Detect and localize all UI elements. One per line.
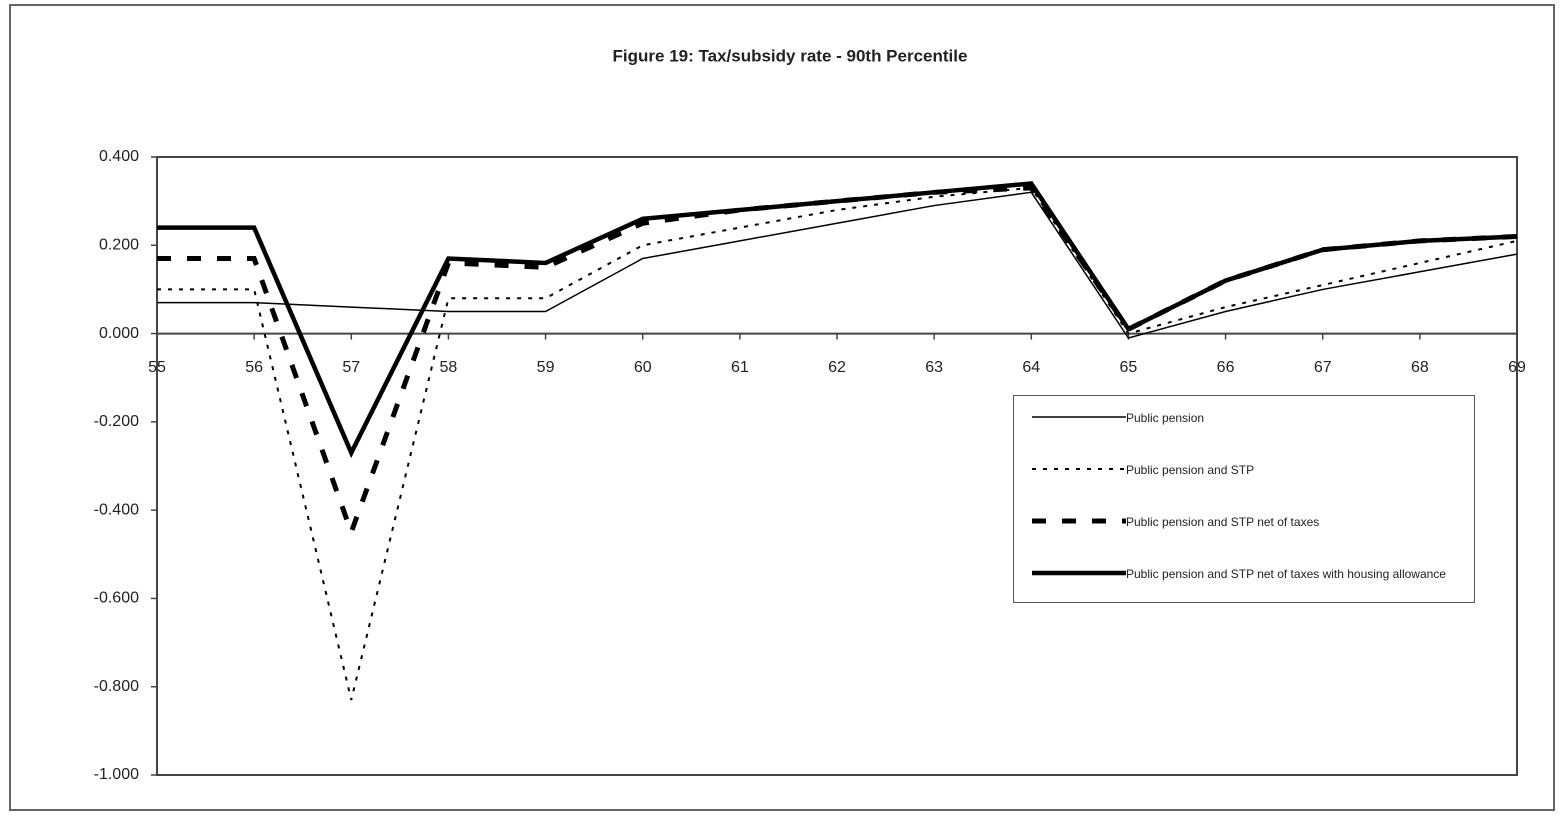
chart-title: Figure 19: Tax/subsidy rate - 90th Perce…	[613, 46, 968, 65]
legend-label: Public pension	[1126, 411, 1205, 425]
x-tick-label: 69	[1508, 359, 1526, 376]
x-tick-label: 56	[245, 359, 263, 376]
y-tick-label: 0.200	[99, 237, 139, 254]
x-tick-label: 58	[440, 359, 458, 376]
legend-swatch	[1032, 570, 1126, 576]
x-tick-label: 57	[342, 359, 360, 376]
x-tick-label: 66	[1217, 359, 1235, 376]
legend-item: Public pension and STP net of taxes	[1014, 500, 1474, 552]
legend-item: Public pension and STP	[1014, 448, 1474, 500]
chart-frame	[9, 4, 1555, 811]
y-tick-label: 0.400	[99, 148, 139, 165]
x-tick-label: 62	[828, 359, 846, 376]
series-line	[157, 181, 1518, 459]
x-tick-label: 63	[925, 359, 943, 376]
x-tick-label: 55	[148, 359, 166, 376]
y-tick-label: -0.800	[94, 678, 139, 695]
x-tick-label: 59	[537, 359, 555, 376]
x-tick-label: 60	[634, 359, 652, 376]
legend-swatch	[1032, 518, 1126, 524]
y-tick-label: -0.600	[94, 590, 139, 607]
legend-swatch	[1032, 416, 1126, 418]
legend-item: Public pension	[1014, 396, 1474, 448]
x-tick-label: 67	[1314, 359, 1332, 376]
y-tick-label: 0.000	[99, 325, 139, 342]
legend: Public pension Public pension and STP Publ…	[1013, 395, 1475, 603]
legend-swatch	[1032, 468, 1126, 470]
legend-item: Public pension and STP net of taxes with…	[1014, 552, 1474, 604]
x-tick-label: 64	[1022, 359, 1040, 376]
plot-area	[156, 156, 1518, 776]
y-tick-label: -0.400	[94, 501, 139, 518]
y-tick-label: -1.000	[94, 766, 139, 783]
series-line	[157, 185, 1518, 540]
y-tick-label: -0.200	[94, 413, 139, 430]
legend-label: Public pension and STP net of taxes	[1126, 515, 1320, 529]
series-line	[157, 191, 1518, 339]
x-tick-label: 65	[1120, 359, 1138, 376]
x-tick-label: 68	[1411, 359, 1429, 376]
legend-label: Public pension and STP net of taxes with…	[1126, 567, 1446, 581]
x-tick-label: 61	[731, 359, 749, 376]
legend-label: Public pension and STP	[1126, 463, 1255, 477]
